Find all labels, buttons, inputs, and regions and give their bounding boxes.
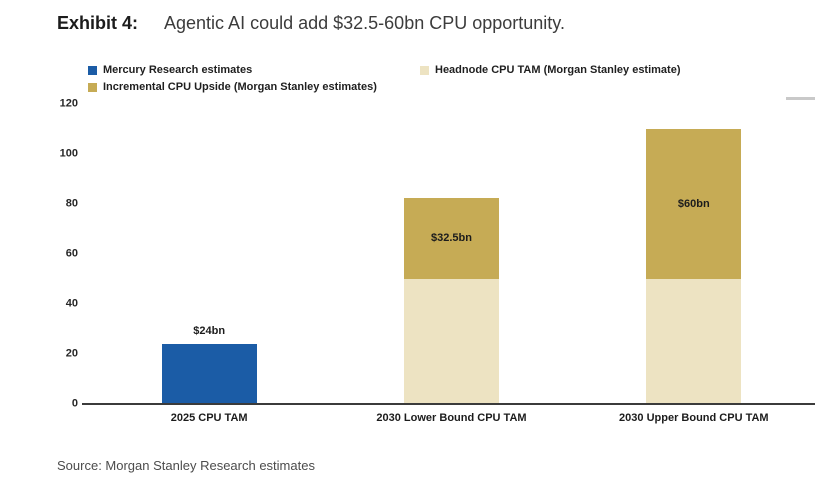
bar-segment	[161, 344, 257, 404]
bar-slot: $24bn	[88, 104, 330, 404]
y-tick-label: 0	[71, 397, 78, 410]
legend-swatch-mercury	[88, 65, 97, 75]
bar-stack: $32.5bn	[403, 197, 499, 404]
y-tick-label: 80	[65, 197, 78, 210]
bar-slot: $60bn	[573, 104, 815, 404]
bar-segment	[646, 279, 742, 404]
chart-legend: Mercury Research estimates Headnode CPU …	[88, 64, 681, 93]
bar-segment	[403, 279, 499, 404]
y-tick-label: 40	[65, 297, 78, 310]
legend-swatch-incremental	[88, 82, 97, 92]
legend-item-mercury: Mercury Research estimates	[88, 64, 420, 76]
chart-title: Agentic AI could add $32.5-60bn CPU oppo…	[164, 13, 565, 33]
bar-segment: $32.5bn	[403, 197, 499, 279]
source-note: Source: Morgan Stanley Research estimate…	[57, 458, 315, 473]
x-axis-label: 2025 CPU TAM	[170, 412, 248, 424]
bar-slot: $32.5bn	[330, 104, 572, 404]
legend-label-incremental: Incremental CPU Upside (Morgan Stanley e…	[103, 81, 377, 93]
bar-stack: $60bn	[646, 129, 742, 404]
legend-item-headnode: Headnode CPU TAM (Morgan Stanley estimat…	[420, 64, 681, 76]
exhibit-label: Exhibit 4:	[57, 13, 139, 33]
bar-stack	[161, 344, 257, 404]
bar-value-label: $32.5bn	[431, 232, 472, 245]
legend-label-headnode: Headnode CPU TAM (Morgan Stanley estimat…	[435, 64, 681, 76]
top-right-dash	[786, 97, 815, 100]
legend-label-mercury: Mercury Research estimates	[103, 64, 253, 76]
legend-item-incremental: Incremental CPU Upside (Morgan Stanley e…	[88, 81, 420, 93]
y-tick-label: 60	[65, 247, 78, 260]
bar-value-label: $60bn	[677, 198, 710, 210]
y-tick-label: 20	[65, 347, 78, 360]
y-tick-label: 120	[59, 97, 78, 110]
y-axis-ticks: 0 20 40 60 80 100 120	[36, 98, 78, 409]
bar-segment: $60bn	[646, 129, 742, 279]
x-axis-line	[82, 403, 815, 405]
chart-title-row: Exhibit 4: Agentic AI could add $32.5-60b…	[57, 13, 565, 34]
y-tick-label: 100	[59, 147, 78, 160]
x-axis-labels: 2025 CPU TAM 2030 Lower Bound CPU TAM 2030…	[88, 412, 815, 424]
bars: $24bn $32.5bn $60bn	[88, 104, 815, 404]
legend-swatch-headnode	[420, 65, 429, 75]
x-axis-label: 2030 Upper Bound CPU TAM	[619, 412, 769, 424]
bar-value-label: $24bn	[193, 325, 226, 337]
x-axis-label: 2030 Lower Bound CPU TAM	[376, 412, 527, 424]
plot-area: $24bn $32.5bn $60bn	[82, 104, 815, 405]
